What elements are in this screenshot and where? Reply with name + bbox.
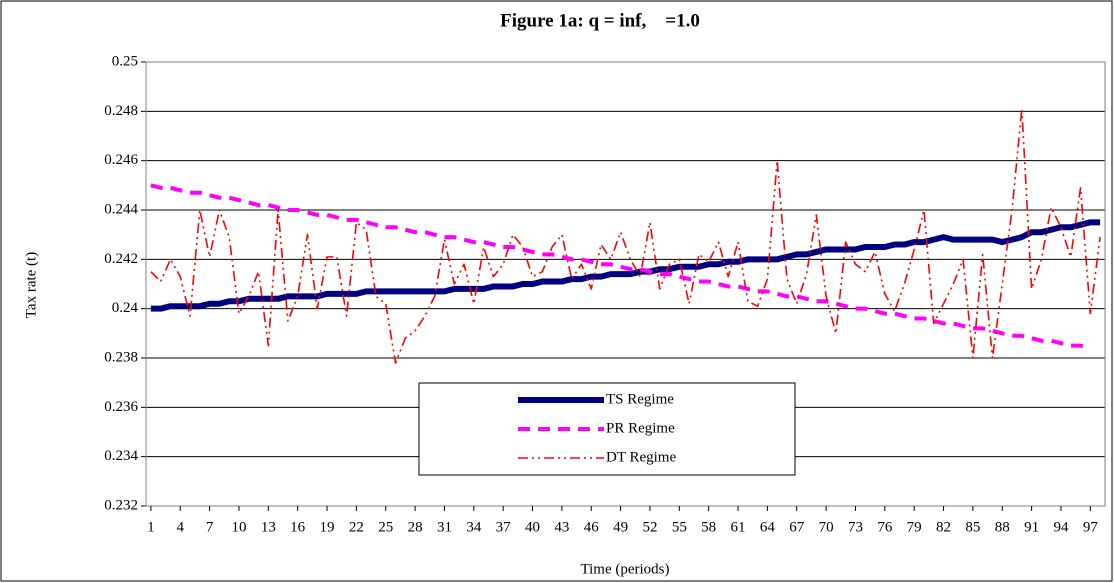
y-tick-label: 0.242: [104, 251, 138, 267]
x-tick-label: 94: [1053, 519, 1069, 535]
x-tick-label: 22: [349, 519, 364, 535]
x-tick-label: 76: [877, 519, 893, 535]
legend-label: TS Regime: [606, 391, 674, 407]
y-tick-label: 0.248: [104, 103, 138, 119]
y-tick-label: 0.236: [104, 399, 138, 415]
x-axis-label: Time (periods): [580, 561, 669, 577]
y-tick-label: 0.24: [112, 300, 139, 316]
x-tick-label: 70: [819, 519, 834, 535]
x-tick-label: 1: [147, 519, 155, 535]
x-tick-label: 28: [408, 519, 423, 535]
x-tick-label: 13: [261, 519, 276, 535]
x-tick-label: 43: [554, 519, 569, 535]
x-tick-label: 25: [378, 519, 393, 535]
x-tick-label: 55: [672, 519, 687, 535]
x-tick-label: 40: [525, 519, 540, 535]
chart-title: Figure 1a: q = inf, =1.0: [500, 10, 700, 31]
x-tick-label: 64: [760, 519, 776, 535]
x-tick-label: 31: [437, 519, 452, 535]
x-tick-label: 61: [731, 519, 746, 535]
x-tick-label: 52: [642, 519, 657, 535]
x-tick-label: 85: [965, 519, 980, 535]
y-tick-label: 0.25: [112, 53, 138, 69]
x-tick-label: 91: [1024, 519, 1039, 535]
x-tick-label: 97: [1083, 519, 1099, 535]
x-tick-label: 49: [613, 519, 628, 535]
x-tick-label: 73: [848, 519, 863, 535]
series-line: [150, 219, 1101, 312]
x-tick-label: 67: [789, 519, 805, 535]
x-tick-label: 4: [177, 519, 185, 535]
legend-label: DT Regime: [606, 449, 676, 465]
plot-border: [145, 61, 1106, 507]
legend-label: PR Regime: [606, 420, 675, 436]
y-tick-label: 0.246: [104, 152, 138, 168]
x-tick-label: 10: [231, 519, 246, 535]
x-tick-label: 79: [907, 519, 922, 535]
legend-box: [418, 382, 796, 476]
x-tick-label: 88: [995, 519, 1010, 535]
y-tick-label: 0.238: [104, 349, 138, 365]
y-tick-label: 0.232: [104, 497, 138, 513]
x-tick-label: 46: [584, 519, 600, 535]
x-tick-label: 16: [290, 519, 306, 535]
x-tick-label: 82: [936, 519, 951, 535]
x-tick-label: 7: [206, 519, 214, 535]
y-tick-label: 0.244: [104, 201, 138, 217]
x-tick-label: 34: [466, 519, 482, 535]
y-axis-label: Tax rate (t): [23, 252, 39, 318]
series-line: [150, 108, 1101, 364]
y-tick-label: 0.234: [104, 448, 138, 464]
x-tick-label: 37: [496, 519, 512, 535]
x-tick-label: 19: [320, 519, 335, 535]
x-tick-label: 58: [701, 519, 716, 535]
